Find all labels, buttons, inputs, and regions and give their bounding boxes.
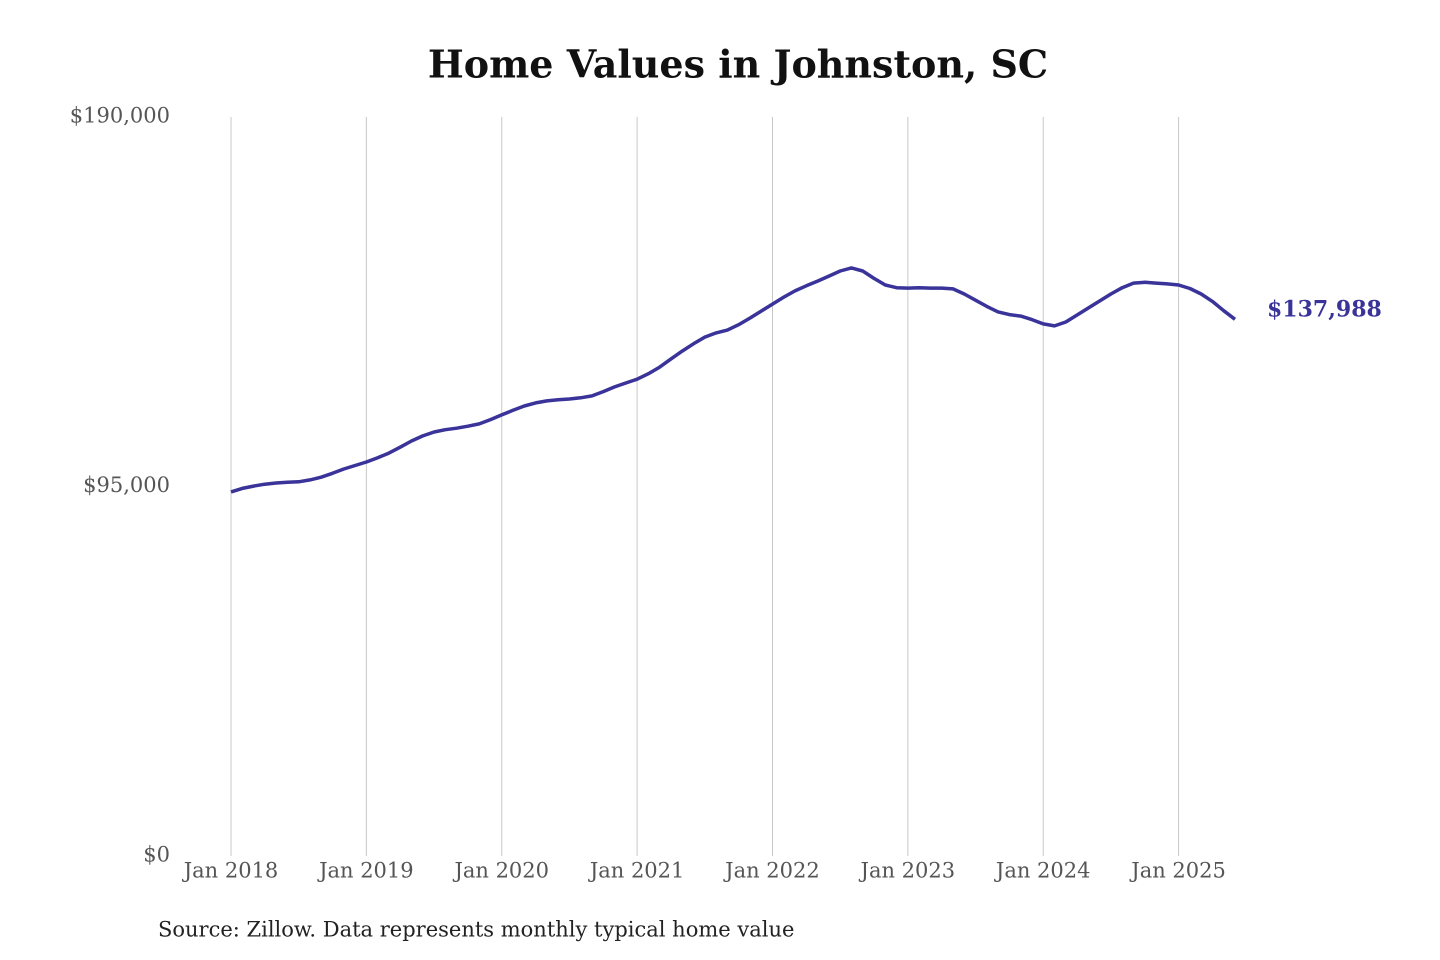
line xyxy=(230,266,1237,494)
x-tick-label: Jan 2021 xyxy=(588,859,685,883)
x-tick-label: Jan 2022 xyxy=(723,859,820,883)
chart-title: Home Values in Johnston, SC xyxy=(428,42,1048,87)
source-note: Source: Zillow. Data represents monthly … xyxy=(158,918,794,942)
x-tick-label: Jan 2019 xyxy=(317,859,414,883)
y-tick-label: $95,000 xyxy=(83,473,170,497)
x-tick-label: Jan 2020 xyxy=(452,859,549,883)
y-tick-label: $0 xyxy=(143,843,170,867)
x-tick-label: Jan 2024 xyxy=(994,859,1091,883)
x-tick-label: Jan 2023 xyxy=(859,859,956,883)
value-label: $137,988 xyxy=(1267,296,1382,322)
y-tick-label: $190,000 xyxy=(70,104,170,128)
x-tick-label: Jan 2018 xyxy=(182,859,279,883)
x-tick-label: Jan 2025 xyxy=(1129,859,1226,883)
